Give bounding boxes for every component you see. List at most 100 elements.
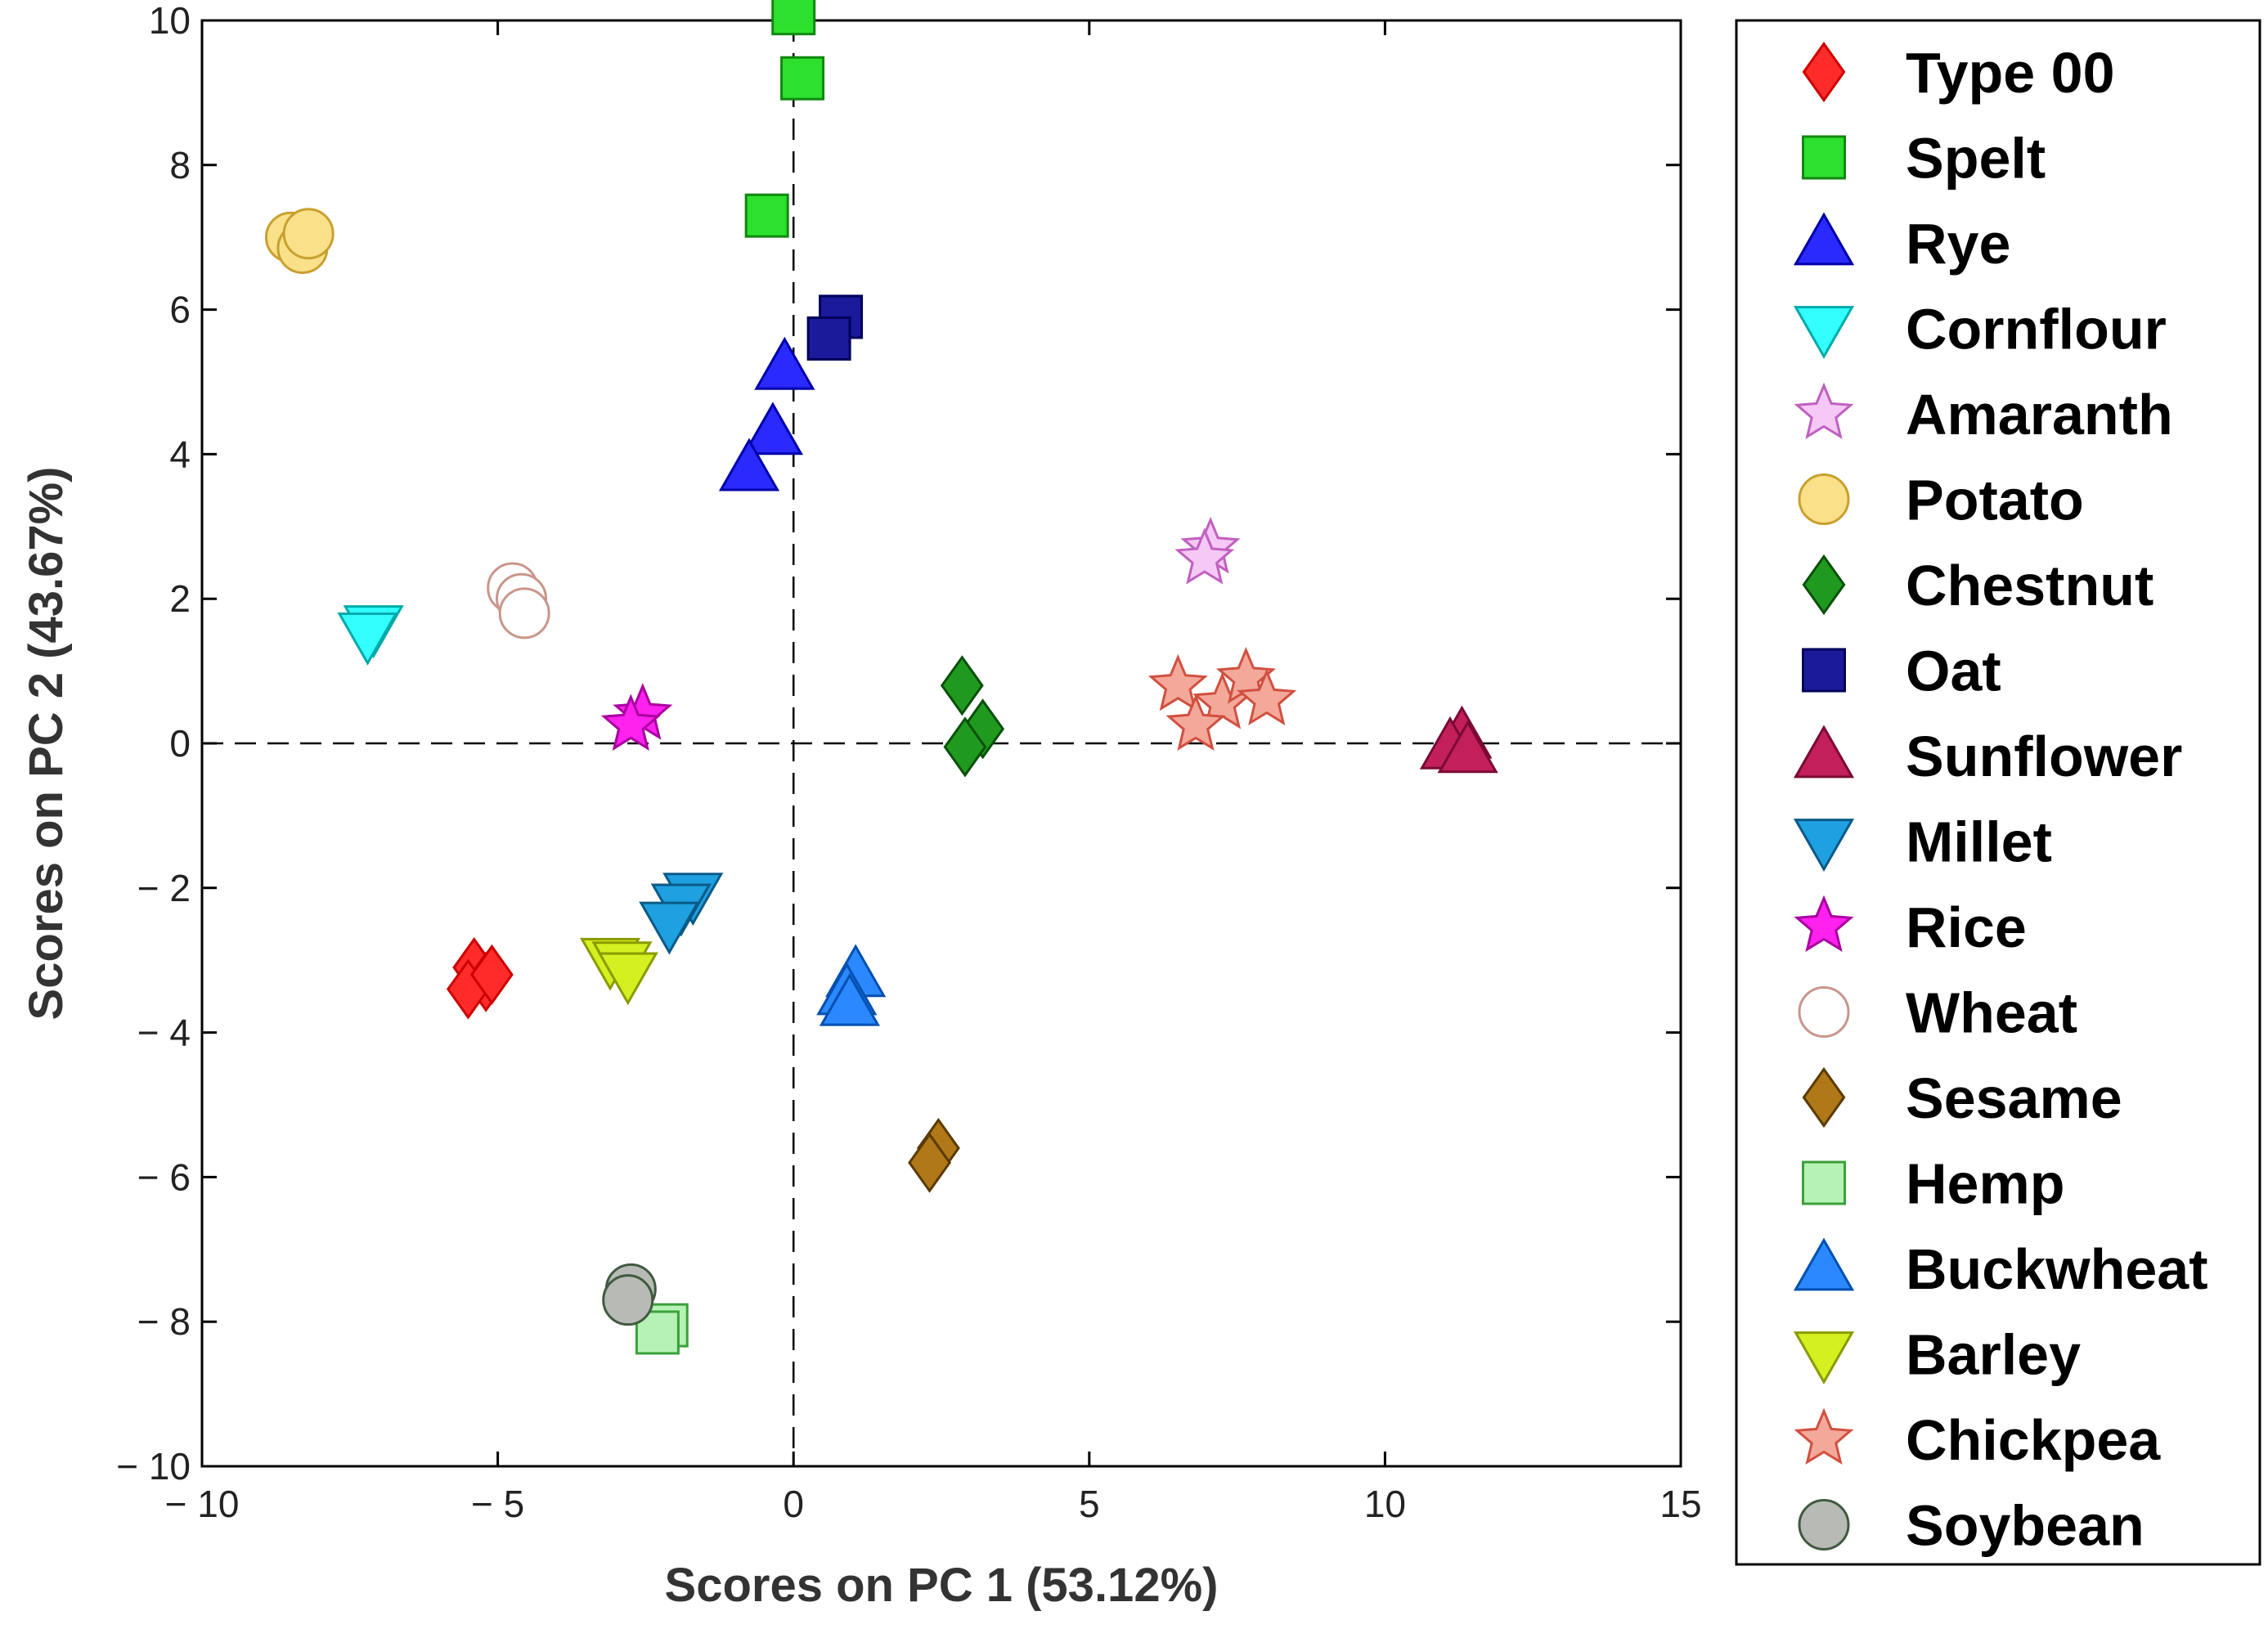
y-tick-label: − 6 bbox=[137, 1156, 191, 1198]
y-tick-label: 2 bbox=[169, 577, 191, 620]
legend-marker bbox=[1802, 1066, 1846, 1129]
data-point bbox=[718, 438, 780, 491]
legend-marker bbox=[1793, 1331, 1855, 1385]
y-tick-label: − 2 bbox=[137, 867, 191, 909]
legend-item: Sunflower bbox=[1793, 725, 2182, 788]
x-tick-label: 15 bbox=[1659, 1483, 1701, 1525]
legend-marker bbox=[1802, 41, 1846, 103]
legend-item: Hemp bbox=[1802, 1152, 2064, 1216]
series-soybean bbox=[602, 1263, 657, 1326]
data-point bbox=[754, 336, 815, 390]
data-point bbox=[639, 901, 700, 955]
legend-marker bbox=[1798, 1499, 1850, 1550]
x-tick-label: 5 bbox=[1079, 1483, 1100, 1525]
legend-label: Hemp bbox=[1906, 1152, 2064, 1216]
legend: Type 00 Spelt Rye Cornflour Amaranth Potato Ch… bbox=[1735, 19, 2261, 1566]
data-point bbox=[597, 952, 658, 1006]
legend-item: Potato bbox=[1798, 469, 2084, 532]
legend-label: Sunflower bbox=[1906, 725, 2182, 788]
legend-item: Rye bbox=[1793, 212, 2010, 276]
series-millet bbox=[639, 873, 724, 955]
data-point bbox=[498, 587, 550, 639]
legend-item: Chickpea bbox=[1794, 1407, 2161, 1472]
x-tick-label: − 5 bbox=[471, 1483, 524, 1525]
data-point bbox=[943, 716, 987, 778]
y-tick-label: 8 bbox=[169, 144, 191, 186]
legend-item: Amaranth bbox=[1794, 382, 2173, 447]
legend-label: Millet bbox=[1906, 810, 2052, 874]
series-amaranth bbox=[1174, 516, 1241, 585]
y-tick-label: − 4 bbox=[137, 1012, 191, 1054]
series-rice bbox=[600, 683, 673, 751]
legend-marker bbox=[1794, 382, 1854, 440]
data-point bbox=[337, 613, 398, 666]
legend-label: Cornflour bbox=[1906, 298, 2167, 361]
legend-item: Type 00 bbox=[1802, 41, 2115, 105]
data-point bbox=[602, 1274, 654, 1326]
series-oat bbox=[806, 294, 864, 361]
legend-marker bbox=[1798, 473, 1850, 525]
legend-item: Barley bbox=[1793, 1323, 2081, 1387]
legend-label: Potato bbox=[1906, 469, 2084, 532]
legend-item: Millet bbox=[1793, 810, 2052, 874]
series-sesame bbox=[908, 1117, 960, 1193]
data-point bbox=[819, 972, 880, 1026]
legend-label: Rice bbox=[1906, 895, 2027, 959]
x-tick-label: 10 bbox=[1364, 1483, 1406, 1525]
legend-marker bbox=[1802, 554, 1846, 616]
x-tick-label: 0 bbox=[783, 1483, 804, 1525]
y-axis-title: Scores on PC 2 (43.67%) bbox=[20, 467, 73, 1021]
legend-item: Rice bbox=[1794, 895, 2027, 959]
data-point bbox=[1437, 720, 1498, 774]
series-spelt bbox=[744, 0, 825, 238]
data-point bbox=[780, 56, 825, 101]
legend-item: Oat bbox=[1802, 639, 2001, 703]
legend-marker bbox=[1798, 986, 1850, 1038]
legend-item: Spelt bbox=[1802, 127, 2046, 191]
data-point bbox=[742, 402, 803, 455]
data-point bbox=[908, 1132, 951, 1193]
data-point bbox=[1165, 693, 1226, 751]
legend-marker bbox=[1794, 1407, 1854, 1465]
legend-item: Wheat bbox=[1798, 981, 2077, 1045]
series-potato bbox=[264, 208, 335, 274]
series-rye bbox=[718, 336, 815, 491]
data-point bbox=[771, 0, 816, 36]
series-buckwheat bbox=[816, 944, 887, 1026]
series-chickpea bbox=[1147, 646, 1297, 751]
data-points bbox=[264, 0, 1498, 1355]
legend-box bbox=[1735, 19, 2261, 1566]
legend-label: Oat bbox=[1906, 639, 2001, 703]
legend-item: Chestnut bbox=[1802, 554, 2153, 617]
y-tick-label: 10 bbox=[149, 0, 191, 42]
data-point bbox=[806, 316, 851, 361]
series-cornflour bbox=[337, 605, 404, 666]
legend-marker bbox=[1793, 819, 1855, 873]
legend-marker bbox=[1802, 135, 1846, 180]
legend-item: Buckwheat bbox=[1793, 1237, 2208, 1301]
legend-label: Spelt bbox=[1906, 127, 2046, 191]
data-point bbox=[1174, 527, 1235, 585]
y-tick-label: 0 bbox=[169, 722, 191, 765]
x-axis: − 10 − 5 0 5 10 15 bbox=[165, 20, 1702, 1525]
data-point bbox=[744, 193, 789, 238]
legend-label: Type 00 bbox=[1906, 41, 2115, 105]
data-point bbox=[600, 693, 661, 751]
legend-item: Cornflour bbox=[1793, 298, 2167, 361]
series-type-00 bbox=[446, 936, 514, 1020]
series-wheat bbox=[487, 562, 550, 639]
legend-marker bbox=[1793, 725, 1855, 779]
legend-label: Chickpea bbox=[1906, 1408, 2161, 1472]
y-tick-label: − 8 bbox=[137, 1300, 191, 1343]
y-axis: − 10 − 8 − 6 − 4 − 2 0 2 4 6 8 10 bbox=[116, 0, 1681, 1488]
y-tick-label: − 10 bbox=[116, 1445, 191, 1488]
data-point bbox=[282, 208, 335, 260]
legend-marker bbox=[1794, 895, 1854, 953]
series-chestnut bbox=[940, 655, 1005, 778]
legend-marker bbox=[1802, 648, 1846, 693]
y-tick-label: 4 bbox=[169, 433, 191, 475]
x-tick-label: − 10 bbox=[165, 1483, 240, 1525]
legend-label: Wheat bbox=[1906, 981, 2077, 1045]
legend-item: Sesame bbox=[1802, 1066, 2122, 1130]
